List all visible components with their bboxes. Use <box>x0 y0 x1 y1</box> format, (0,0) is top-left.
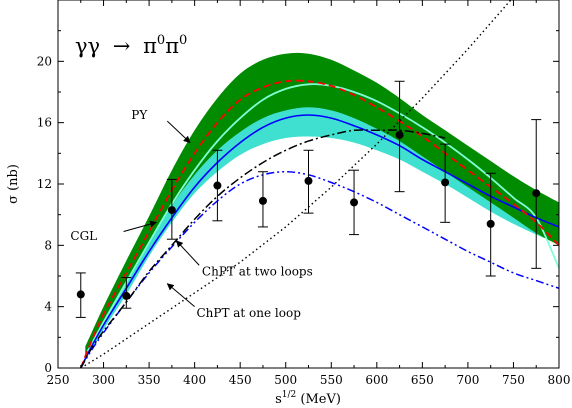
band-dark <box>85 52 559 359</box>
x-axis: 250 300 350 400 450 500 550 600 650 700 750 800 <box>47 0 571 387</box>
annotation-arrow <box>166 283 195 308</box>
annotation-py: PY <box>131 108 191 144</box>
annotation-one-loop: ChPT at one loop <box>166 283 301 320</box>
process-zero-2: 0 <box>179 33 187 48</box>
annotation-text: ChPT at one loop <box>196 306 301 320</box>
x-tick-label: 700 <box>456 373 479 387</box>
annotation-arrow <box>166 120 191 144</box>
process-pi-2: π <box>165 34 179 58</box>
x-axis-label-exp: 1/2 <box>282 390 296 400</box>
x-tick-label: 450 <box>229 373 252 387</box>
x-tick-label: 300 <box>92 373 115 387</box>
x-tick-label: 350 <box>138 373 161 387</box>
process-label: γγ → π0π0 <box>75 33 187 58</box>
series-line-cgl <box>80 114 559 368</box>
x-tick-label: 250 <box>47 373 70 387</box>
data-marker <box>76 290 85 299</box>
annotations-layer: PY CGL ChPT at two loops ChPT at one loop <box>70 108 312 320</box>
data-marker <box>350 198 359 207</box>
x-axis-label: s1/2 (MeV) <box>275 390 341 407</box>
data-marker <box>395 130 404 139</box>
data-point-2 <box>121 277 132 309</box>
process-arrow: → <box>113 34 131 58</box>
annotation-arrow <box>175 240 200 266</box>
data-point-6 <box>303 149 314 214</box>
y-tick-label: 4 <box>44 300 52 314</box>
data-point-7 <box>349 169 360 236</box>
data-marker <box>258 196 267 205</box>
y-tick-label: 16 <box>37 116 52 130</box>
data-marker <box>213 181 222 190</box>
y-axis: 0 4 8 12 16 20 <box>37 30 559 375</box>
y-axis-label: σ (nb) <box>6 164 21 204</box>
data-point-4 <box>212 149 223 222</box>
x-tick-label: 400 <box>183 373 206 387</box>
annotation-arrow <box>123 220 158 233</box>
series-line-cusp <box>80 129 446 368</box>
x-axis-label-base: s <box>275 392 282 407</box>
data-point-10 <box>485 172 496 277</box>
x-axis-label-unit: (MeV) <box>296 392 341 407</box>
process-lhs: γγ <box>75 34 100 58</box>
y-tick-label: 20 <box>37 54 52 68</box>
x-tick-label: 650 <box>411 373 434 387</box>
annotation-two-loop: ChPT at two loops <box>175 240 313 278</box>
data-point-8 <box>394 80 405 193</box>
process-zero-1: 0 <box>157 33 165 48</box>
annotation-text: ChPT at two loops <box>202 264 313 278</box>
annotation-cgl: CGL <box>70 220 158 243</box>
x-tick-label: 750 <box>502 373 525 387</box>
bands-layer <box>85 52 559 361</box>
x-tick-label: 500 <box>274 373 297 387</box>
data-marker <box>532 189 541 198</box>
series-line-py <box>79 79 559 368</box>
data-marker <box>441 178 450 187</box>
data-point-1 <box>75 272 86 318</box>
process-pi-1: π <box>143 34 157 58</box>
annotation-text: CGL <box>70 229 97 243</box>
data-point-5 <box>257 171 268 228</box>
x-tick-label: 800 <box>548 373 571 387</box>
y-tick-label: 8 <box>44 238 52 252</box>
data-point-11 <box>531 119 542 269</box>
data-points-layer <box>75 80 542 318</box>
y-tick-label: 0 <box>44 361 52 375</box>
x-tick-label: 600 <box>365 373 388 387</box>
data-marker <box>304 176 313 185</box>
data-marker <box>167 206 176 215</box>
data-point-9 <box>440 143 451 223</box>
y-tick-label: 12 <box>37 177 52 191</box>
series-line-turq <box>84 83 559 357</box>
data-marker <box>122 291 131 300</box>
data-marker <box>486 219 495 228</box>
data-point-3 <box>166 178 177 240</box>
annotation-text: PY <box>131 108 148 122</box>
x-tick-label: 550 <box>320 373 343 387</box>
